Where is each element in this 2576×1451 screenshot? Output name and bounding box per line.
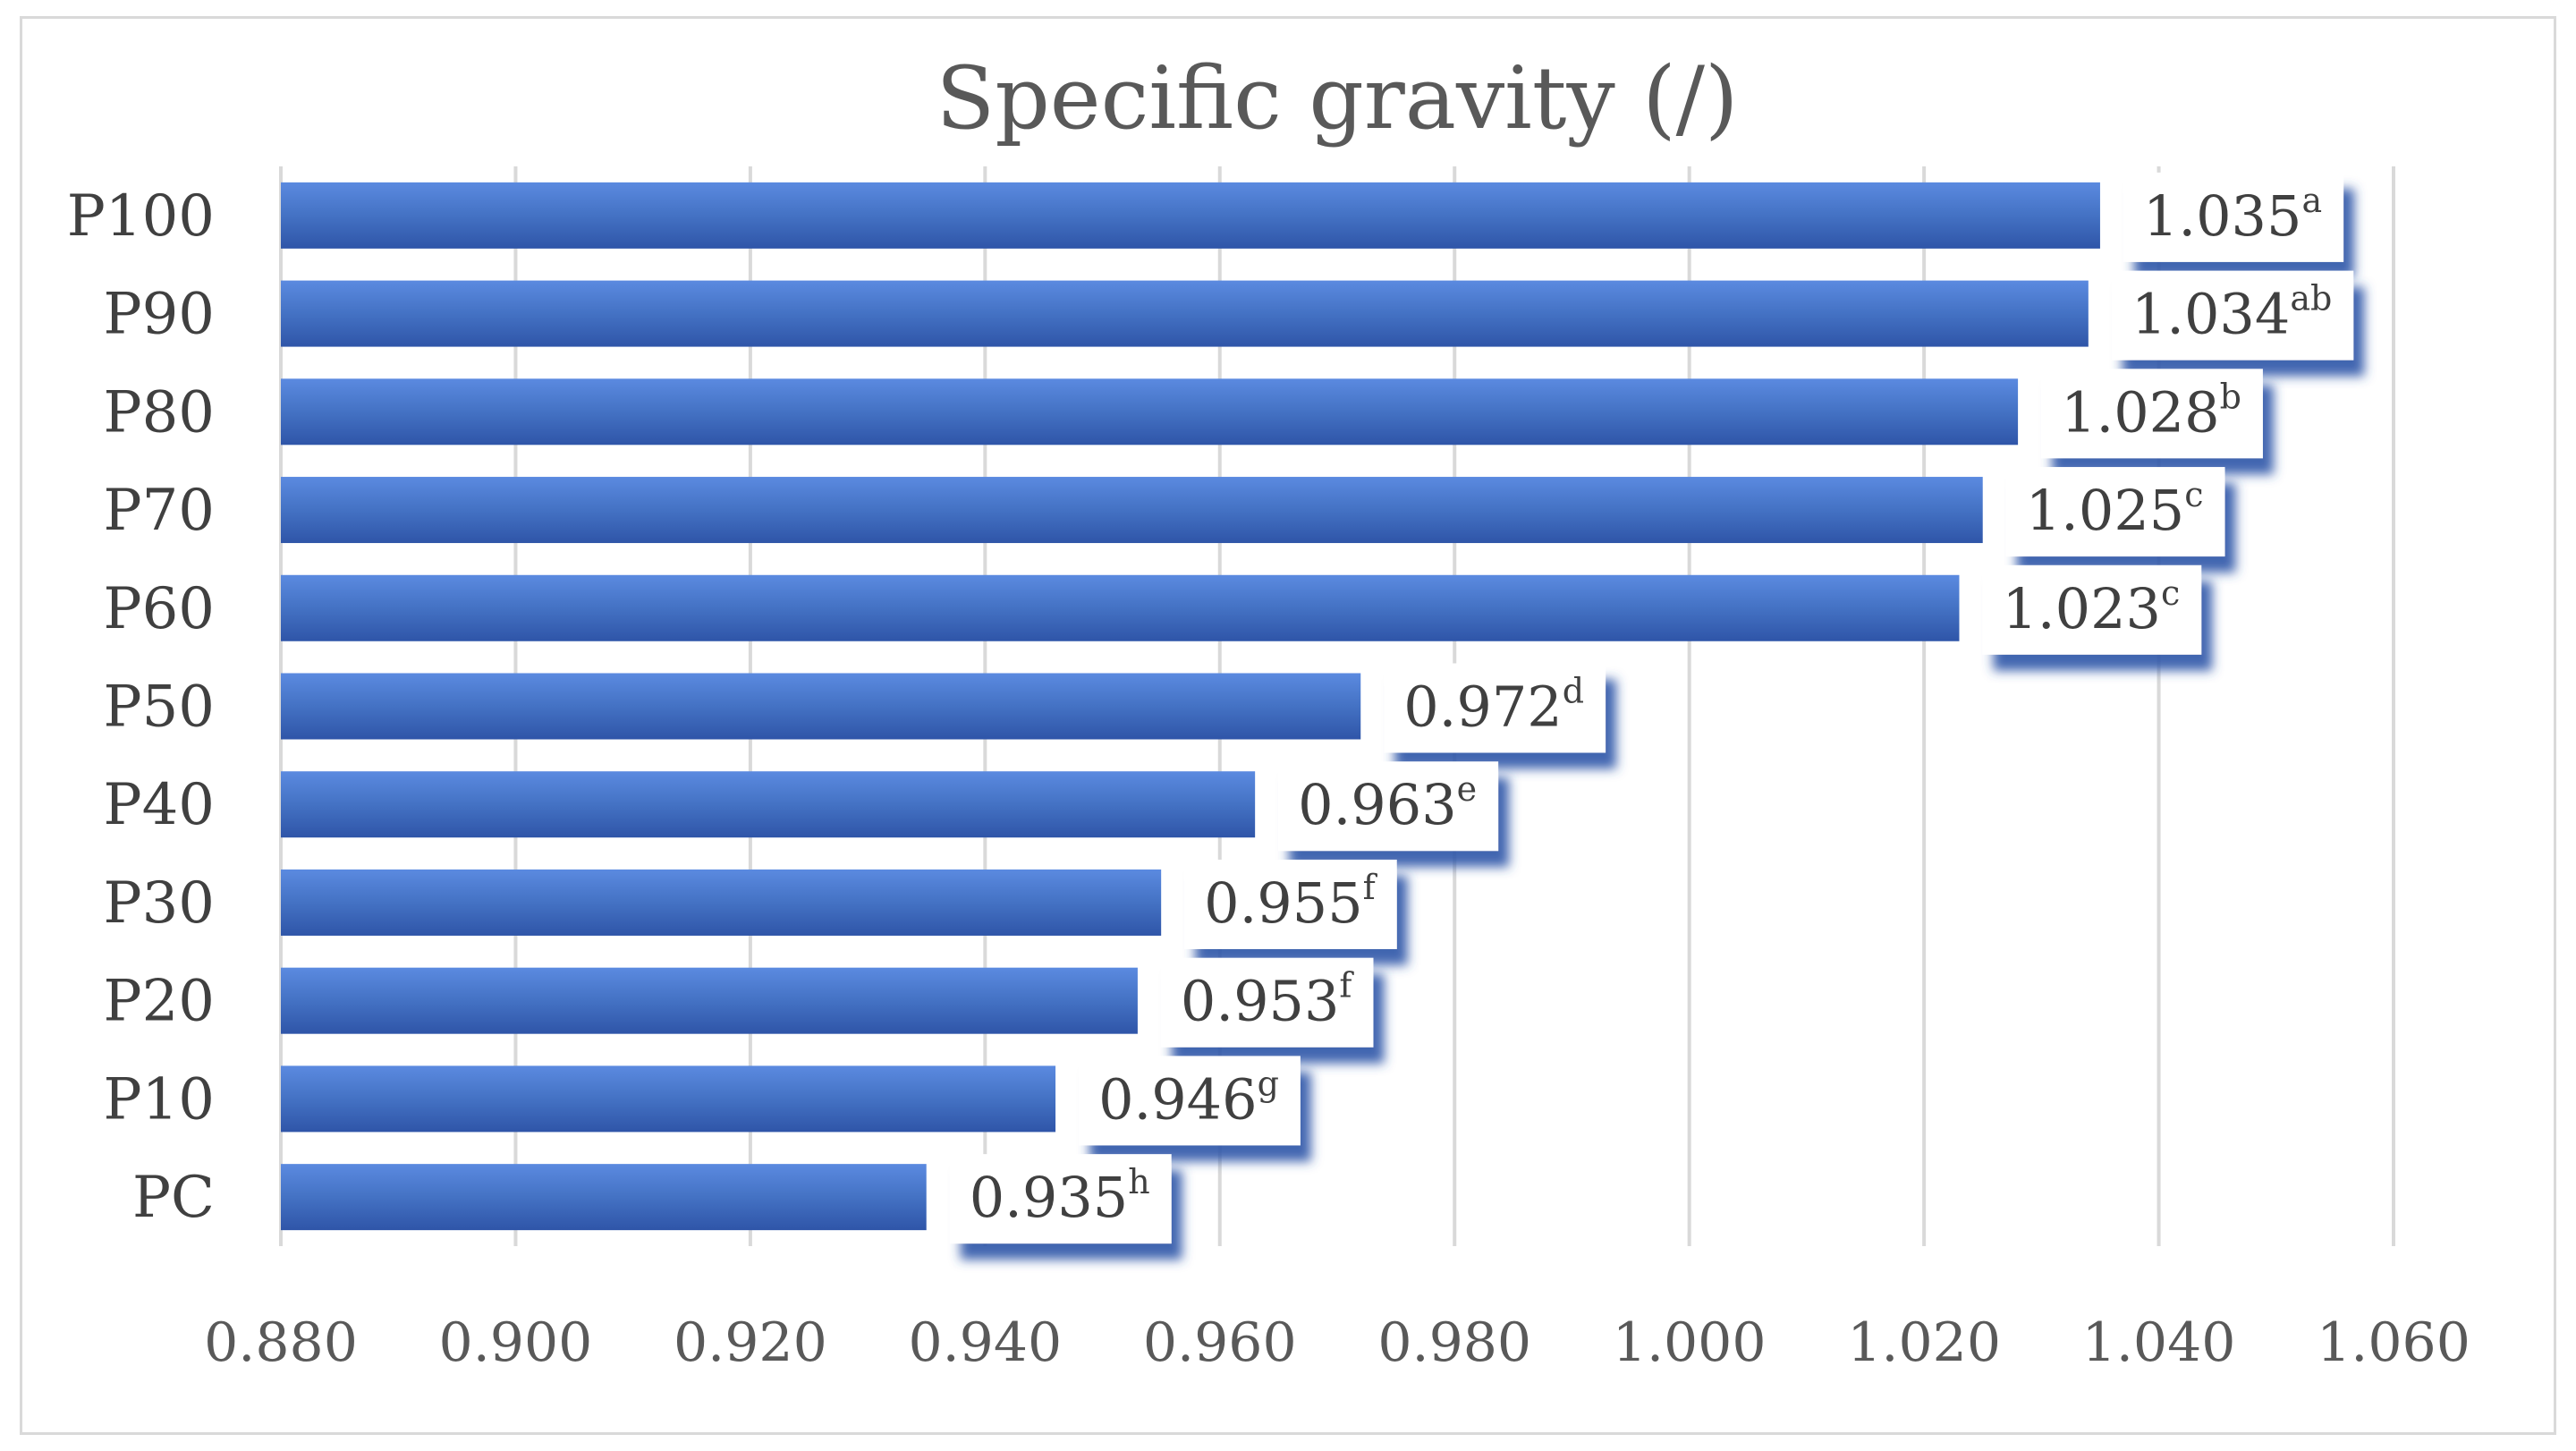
svg-text:0.953f: 0.953f [1181, 966, 1355, 1034]
data-labels: 1.035a 1.034ab 1.028b 1.025c 1.023c 0.972d 0.9… [949, 172, 2354, 1244]
bar [281, 771, 1256, 838]
category-label: P40 [104, 772, 216, 838]
data-label: 0.935h [949, 1154, 1172, 1244]
chart-svg: Specific gravity (/) P100 P90 P80 P70 P60 P50… [67, 48, 2470, 1374]
category-label: PC [132, 1165, 215, 1231]
data-label-box [2005, 467, 2225, 557]
svg-text:1.023c: 1.023c [2002, 573, 2180, 641]
data-label: 1.034ab [2111, 270, 2354, 361]
svg-text:1.025c: 1.025c [2026, 475, 2204, 543]
svg-text:0.963e: 0.963e [1298, 769, 1477, 837]
chart-frame: Specific gravity (/) P100 P90 P80 P70 P60 P50… [20, 16, 2556, 1435]
bar [281, 574, 1960, 641]
category-label: P60 [104, 576, 216, 642]
category-labels: P100 P90 P80 P70 P60 P50 P40 P30 P20 P10 PC [67, 183, 215, 1231]
data-label: 1.023c [1982, 564, 2202, 655]
category-label: P90 [104, 282, 216, 348]
data-label: 1.025c [2005, 467, 2225, 557]
category-label: P10 [104, 1066, 216, 1133]
data-label-box [1278, 761, 1499, 852]
bar [281, 967, 1138, 1034]
data-label-box [1184, 859, 1397, 949]
data-label: 0.953f [1160, 957, 1374, 1048]
data-label-box [2123, 172, 2344, 262]
category-label: P100 [67, 183, 215, 250]
chart-title: Specific gravity (/) [936, 48, 1739, 148]
x-axis-tick-labels: 0.880 0.900 0.920 0.940 0.960 0.980 1.000 1.020… [204, 1311, 2470, 1374]
svg-text:0.935h: 0.935h [970, 1162, 1150, 1230]
x-tick-label: 1.060 [2317, 1311, 2470, 1374]
x-tick-label: 0.880 [204, 1311, 358, 1374]
data-label: 0.955f [1184, 859, 1397, 949]
data-label-box [2111, 270, 2354, 361]
x-tick-label: 1.020 [1847, 1311, 2001, 1374]
svg-text:1.035a: 1.035a [2143, 181, 2322, 249]
category-label: P70 [104, 478, 216, 544]
svg-text:1.034ab: 1.034ab [2131, 279, 2332, 347]
bar [281, 1065, 1056, 1133]
x-tick-label: 0.960 [1143, 1311, 1297, 1374]
bar [281, 1164, 927, 1231]
x-tick-label: 1.000 [1613, 1311, 1767, 1374]
data-label: 0.972d [1384, 663, 1606, 753]
bar [281, 182, 2100, 249]
data-label-box [1982, 564, 2202, 655]
x-tick-label: 0.980 [1377, 1311, 1531, 1374]
bar [281, 869, 1162, 936]
bar [281, 477, 1983, 544]
data-label-box [1160, 957, 1374, 1048]
data-label: 1.035a [2123, 172, 2344, 262]
data-label-box [1384, 663, 1606, 753]
bar [281, 280, 2089, 347]
bar [281, 673, 1361, 740]
x-tick-label: 0.940 [908, 1311, 1062, 1374]
category-label: P30 [104, 870, 216, 937]
data-label: 1.028b [2041, 369, 2263, 459]
data-label: 0.963e [1278, 761, 1499, 852]
category-label: P50 [104, 675, 216, 741]
x-tick-label: 1.040 [2082, 1311, 2236, 1374]
data-label-box [1079, 1056, 1301, 1146]
x-tick-label: 0.900 [439, 1311, 593, 1374]
svg-text:0.972d: 0.972d [1403, 672, 1584, 740]
data-label-box [2041, 369, 2263, 459]
svg-text:0.955f: 0.955f [1204, 868, 1378, 936]
data-label-box [949, 1154, 1172, 1244]
category-label: P20 [104, 969, 216, 1035]
bars [281, 182, 2100, 1231]
bar [281, 378, 2019, 445]
svg-text:1.028b: 1.028b [2061, 377, 2241, 445]
data-label: 0.946g [1079, 1056, 1301, 1146]
x-tick-label: 0.920 [674, 1311, 827, 1374]
category-label: P80 [104, 379, 216, 445]
svg-text:0.946g: 0.946g [1098, 1064, 1279, 1132]
